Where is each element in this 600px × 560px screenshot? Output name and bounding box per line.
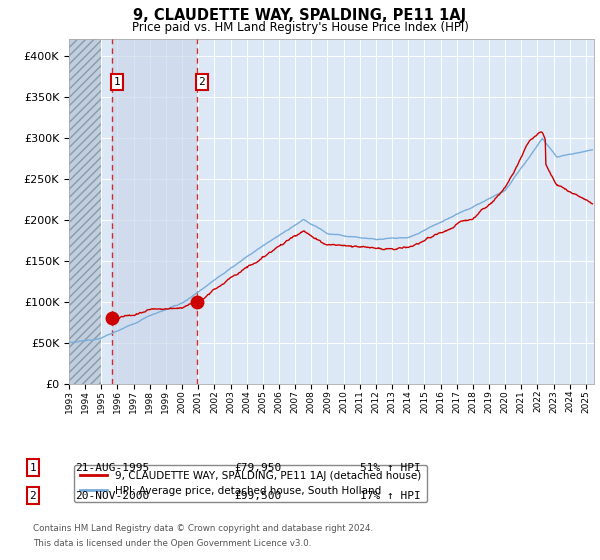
Text: 17% ↑ HPI: 17% ↑ HPI bbox=[360, 491, 421, 501]
Text: 1: 1 bbox=[29, 463, 37, 473]
Text: £79,950: £79,950 bbox=[234, 463, 281, 473]
Text: 9, CLAUDETTE WAY, SPALDING, PE11 1AJ: 9, CLAUDETTE WAY, SPALDING, PE11 1AJ bbox=[133, 8, 467, 24]
Bar bbox=[69, 39, 101, 384]
Text: Price paid vs. HM Land Registry's House Price Index (HPI): Price paid vs. HM Land Registry's House … bbox=[131, 21, 469, 34]
Text: 2: 2 bbox=[199, 77, 205, 87]
Legend: 9, CLAUDETTE WAY, SPALDING, PE11 1AJ (detached house), HPI: Average price, detac: 9, CLAUDETTE WAY, SPALDING, PE11 1AJ (de… bbox=[74, 465, 427, 502]
Text: Contains HM Land Registry data © Crown copyright and database right 2024.: Contains HM Land Registry data © Crown c… bbox=[33, 524, 373, 533]
Text: £99,500: £99,500 bbox=[234, 491, 281, 501]
Bar bbox=[112, 39, 197, 384]
Text: 1: 1 bbox=[113, 77, 121, 87]
Text: This data is licensed under the Open Government Licence v3.0.: This data is licensed under the Open Gov… bbox=[33, 539, 311, 548]
Text: 2: 2 bbox=[29, 491, 37, 501]
Text: 21-AUG-1995: 21-AUG-1995 bbox=[75, 463, 149, 473]
Text: 20-NOV-2000: 20-NOV-2000 bbox=[75, 491, 149, 501]
Text: 51% ↑ HPI: 51% ↑ HPI bbox=[360, 463, 421, 473]
